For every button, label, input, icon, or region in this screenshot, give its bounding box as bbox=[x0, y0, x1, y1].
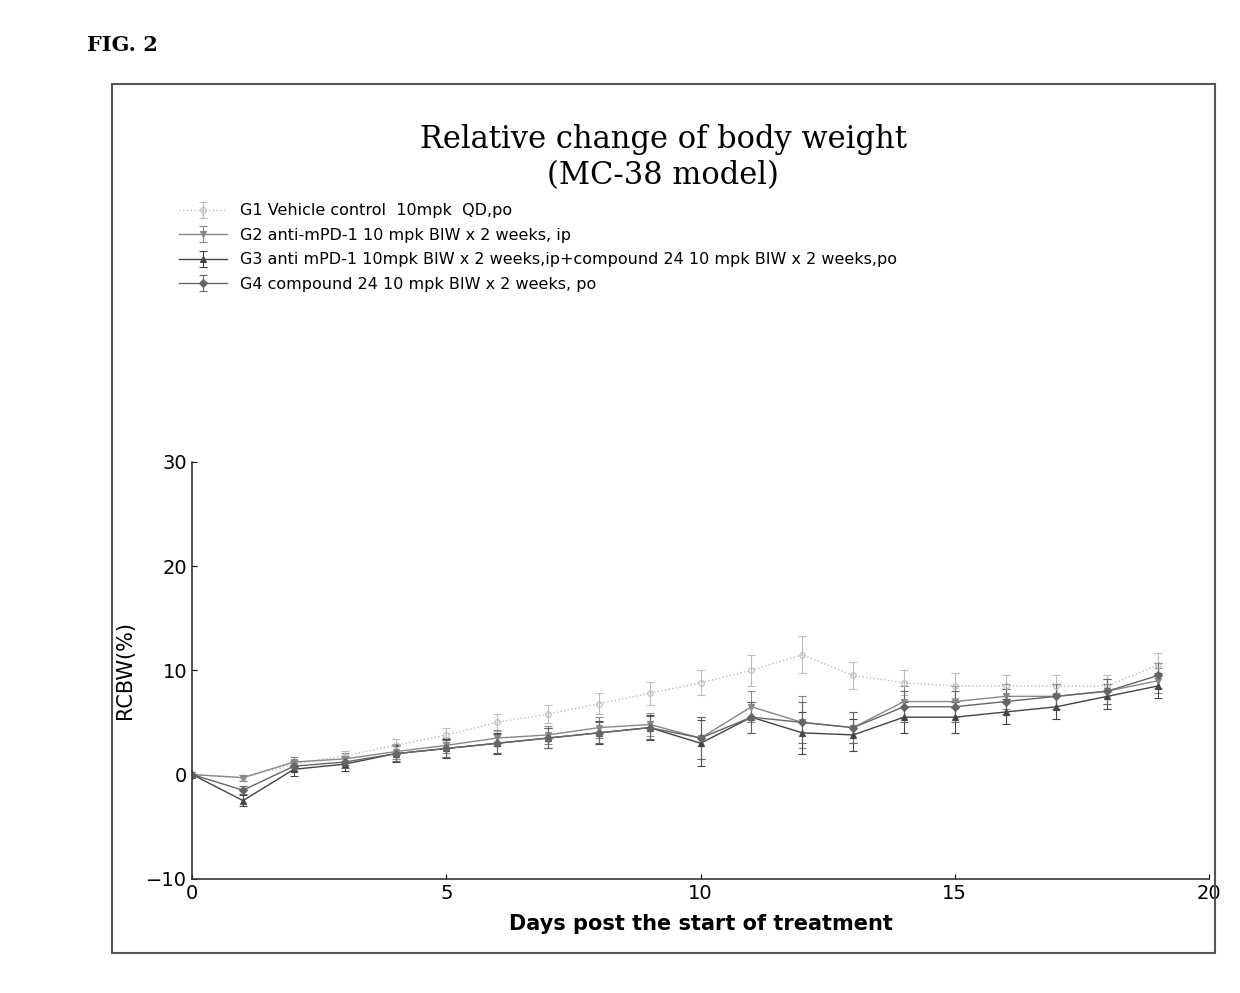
Y-axis label: RCBW(%): RCBW(%) bbox=[115, 622, 135, 719]
Text: FIG. 2: FIG. 2 bbox=[87, 35, 157, 55]
Text: Relative change of body weight
(MC-38 model): Relative change of body weight (MC-38 mo… bbox=[420, 124, 906, 191]
Legend: G1 Vehicle control  10mpk  QD,po, G2 anti-mPD-1 10 mpk BIW x 2 weeks, ip, G3 ant: G1 Vehicle control 10mpk QD,po, G2 anti-… bbox=[174, 197, 904, 298]
X-axis label: Days post the start of treatment: Days post the start of treatment bbox=[508, 914, 893, 933]
